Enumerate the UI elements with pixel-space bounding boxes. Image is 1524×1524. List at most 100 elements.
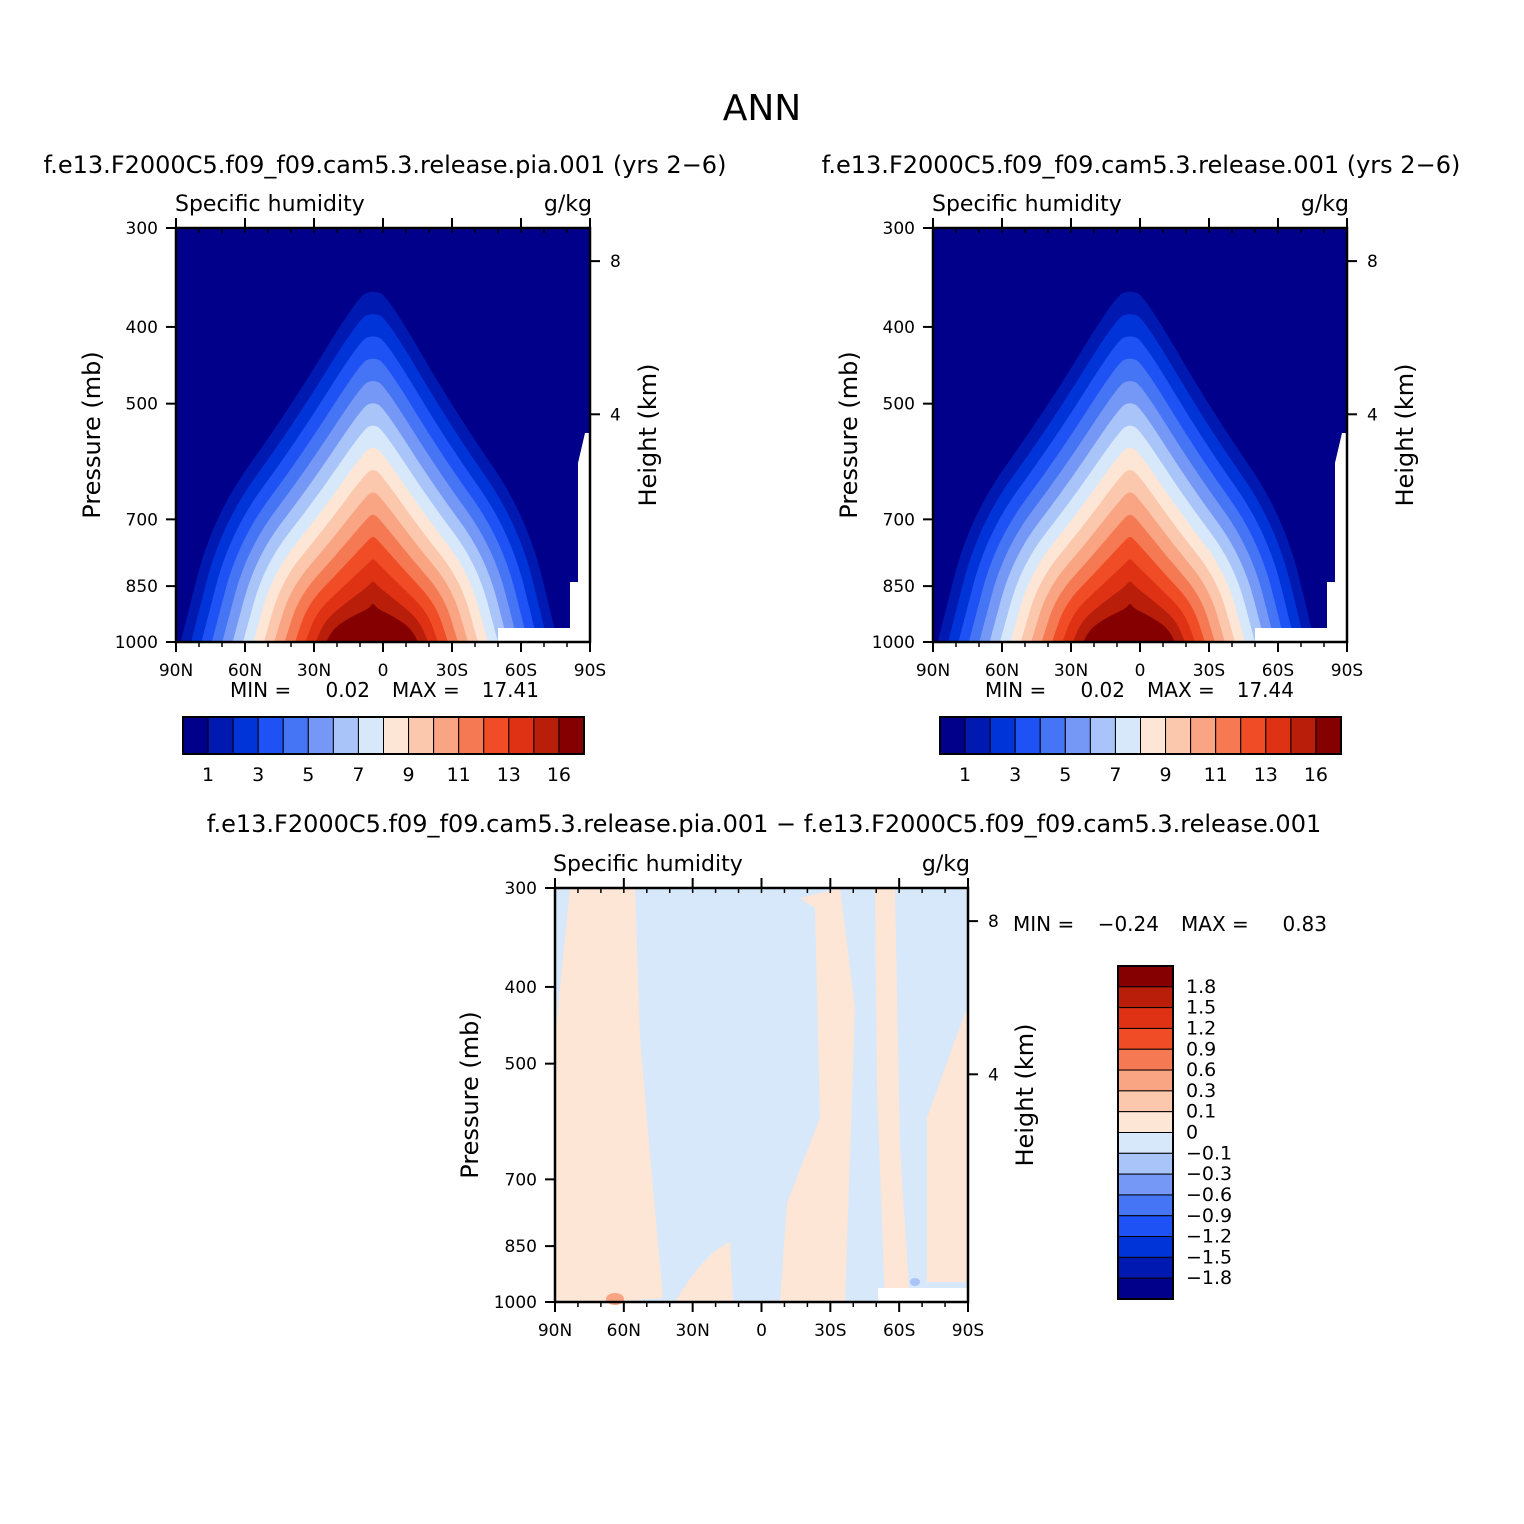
panel-2-colorbar-swatch-15 bbox=[1315, 716, 1342, 755]
panel-1-ytick-label-0: 300 bbox=[126, 219, 158, 239]
panel-3-max-label: MAX = bbox=[1181, 912, 1249, 936]
panel-2-colorbar: 1 3 5 7 9 11 13 16 bbox=[939, 716, 1342, 786]
panel-2-colorbar-swatch-1 bbox=[964, 716, 991, 755]
panel-3-positive-region-4 bbox=[780, 888, 855, 1302]
panel-2-colorbar-swatch-12 bbox=[1240, 716, 1267, 755]
panel-3-axes: 90N 60N 30N 0 30S 60S 90S 300 400 500 700 850 1000 8 4 bbox=[494, 878, 999, 1341]
panel-3-ytick-label-1: 400 bbox=[505, 978, 537, 998]
panel-2-colorbar-swatch-5 bbox=[1064, 716, 1091, 755]
panel-3-colorbar-label-10: −0.6 bbox=[1186, 1184, 1232, 1206]
panel-3-colorbar-swatch-13 bbox=[1117, 1236, 1174, 1258]
panel-2-ytick-label-2: 500 bbox=[883, 395, 915, 415]
panel-2-min-label: MIN = bbox=[985, 678, 1046, 702]
panel-3-xtick-label-6: 90S bbox=[952, 1321, 984, 1341]
panel-2: f.e13.F2000C5.f09_f09.cam5.3.release.001… bbox=[822, 151, 1461, 786]
panel-3-colorbar-outline bbox=[1117, 965, 1174, 1300]
panel-3-missing-region bbox=[878, 1288, 968, 1302]
panel-2-colorbar-swatch-14 bbox=[1290, 716, 1317, 755]
panel-1-colorbar-label-2: 5 bbox=[302, 764, 314, 786]
panel-1-xtick-label-4: 30S bbox=[436, 661, 468, 681]
panel-1-max-value: 17.41 bbox=[482, 678, 539, 702]
panel-3-htick-label-1: 4 bbox=[988, 1065, 999, 1085]
panel-3-colorbar-swatch-6 bbox=[1117, 1090, 1174, 1113]
panel-1-colorbar-swatch-6 bbox=[332, 716, 359, 755]
panel-3-xtick-label-5: 60S bbox=[883, 1321, 915, 1341]
panel-1-ytick-label-2: 500 bbox=[126, 395, 158, 415]
panel-3-ylabel-right: Height (km) bbox=[1011, 1024, 1039, 1167]
panel-2-colorbar-swatch-4 bbox=[1039, 716, 1066, 755]
panel-1-colorbar-swatch-14 bbox=[533, 716, 560, 755]
panel-2-ylabel: Pressure (mb) bbox=[835, 351, 863, 518]
panel-3-colorbar-label-5: 0.3 bbox=[1186, 1080, 1216, 1102]
panel-3-xtick-label-4: 30S bbox=[814, 1321, 846, 1341]
panel-2-colorbar-swatch-7 bbox=[1114, 716, 1141, 755]
panel-2-xtick-label-1: 60N bbox=[985, 661, 1019, 681]
panel-2-colorbar-label-2: 5 bbox=[1059, 764, 1071, 786]
panel-3-colorbar-label-4: 0.6 bbox=[1186, 1059, 1216, 1081]
panel-3-colorbar-swatch-3 bbox=[1117, 1027, 1174, 1050]
panel-3-colorbar-label-0: 1.8 bbox=[1186, 976, 1216, 998]
panel-1-ylabel-right: Height (km) bbox=[634, 364, 662, 507]
panel-1-axes: 90N 60N 30N 0 30S 60S 90S 300 400 500 700 850 1000 8 4 bbox=[115, 218, 621, 681]
panel-2-band-15 bbox=[1083, 603, 1176, 642]
panel-1-colorbar-swatch-7 bbox=[357, 716, 384, 755]
panel-1-colorbar-swatch-12 bbox=[483, 716, 510, 755]
panel-2-max-label: MAX = bbox=[1147, 678, 1215, 702]
panel-2-xtick-label-6: 90S bbox=[1331, 661, 1363, 681]
panel-3-colorbar-label-1: 1.5 bbox=[1186, 997, 1216, 1019]
panel-1-xtick-label-2: 30N bbox=[297, 661, 331, 681]
panel-1-ylabel: Pressure (mb) bbox=[78, 351, 106, 518]
panel-3-colorbar-swatch-12 bbox=[1117, 1215, 1174, 1238]
panel-3-xtick-label-3: 0 bbox=[756, 1321, 767, 1341]
panel-3-htick-label-0: 8 bbox=[988, 912, 999, 932]
panel-1-missing-region bbox=[498, 433, 590, 642]
panel-1-xtick-label-6: 90S bbox=[574, 661, 606, 681]
panel-3-positive-region-6 bbox=[927, 908, 968, 1282]
panel-2-colorbar-label-0: 1 bbox=[959, 764, 971, 786]
panel-2-colorbar-label-1: 3 bbox=[1009, 764, 1021, 786]
panel-3-colorbar-swatch-0 bbox=[1117, 965, 1174, 988]
panel-2-htick-label-0: 8 bbox=[1367, 252, 1378, 272]
panel-2-colorbar-swatch-2 bbox=[989, 716, 1016, 755]
panel-1-colorbar-swatch-0 bbox=[182, 716, 209, 755]
panel-3: f.e13.F2000C5.f09_f09.cam5.3.release.pia… bbox=[207, 810, 1327, 1341]
panel-2-xtick-label-5: 60S bbox=[1262, 661, 1294, 681]
panel-3-colorbar-label-2: 1.2 bbox=[1186, 1017, 1216, 1039]
panel-2-xtick-label-4: 30S bbox=[1193, 661, 1225, 681]
panel-3-positive-region-1 bbox=[555, 888, 663, 1302]
panel-2-colorbar-label-6: 13 bbox=[1254, 764, 1278, 786]
panel-3-colorbar-swatch-14 bbox=[1117, 1256, 1174, 1279]
panel-3-positive-region-3 bbox=[675, 1242, 733, 1302]
panel-2-variable: Specific humidity bbox=[932, 192, 1122, 217]
panel-2-ytick-label-3: 700 bbox=[883, 510, 915, 530]
panel-3-colorbar-label-9: −0.3 bbox=[1186, 1163, 1232, 1185]
panel-1-ytick-label-1: 400 bbox=[126, 318, 158, 338]
panel-1-colorbar-swatch-5 bbox=[307, 716, 334, 755]
panel-1-colorbar-swatch-10 bbox=[433, 716, 460, 755]
panel-3-positive-region-2 bbox=[620, 928, 633, 1128]
panel-3-colorbar-swatch-7 bbox=[1117, 1111, 1174, 1133]
panel-1-min-value: 0.02 bbox=[325, 678, 370, 702]
panel-1-contour-field bbox=[176, 228, 590, 642]
panel-3-colorbar: 1.81.51.20.90.60.30.10−0.1−0.3−0.6−0.9−1… bbox=[1117, 965, 1232, 1300]
panel-3-max-value: 0.83 bbox=[1282, 912, 1327, 936]
panel-2-colorbar-swatch-0 bbox=[939, 716, 966, 755]
panel-2-htick-label-1: 4 bbox=[1367, 405, 1378, 425]
panel-1-colorbar-label-5: 11 bbox=[447, 764, 471, 786]
panel-3-case-title: f.e13.F2000C5.f09_f09.cam5.3.release.pia… bbox=[207, 810, 1322, 838]
panel-3-colorbar-label-12: −1.2 bbox=[1186, 1226, 1232, 1248]
panel-1-xtick-label-1: 60N bbox=[228, 661, 262, 681]
panel-3-colorbar-swatch-10 bbox=[1117, 1173, 1174, 1196]
panel-3-ytick-label-5: 1000 bbox=[494, 1293, 537, 1313]
panel-3-ylabel: Pressure (mb) bbox=[456, 1011, 484, 1178]
panel-2-ytick-label-4: 850 bbox=[883, 577, 915, 597]
panel-1-colorbar-label-7: 16 bbox=[547, 764, 571, 786]
panel-1-htick-label-0: 8 bbox=[610, 252, 621, 272]
panel-1-colorbar-swatch-4 bbox=[282, 716, 309, 755]
panel-3-colorbar-swatch-4 bbox=[1117, 1048, 1174, 1071]
panel-3-local-min bbox=[910, 1278, 920, 1286]
panel-2-units: g/kg bbox=[1301, 192, 1349, 217]
panel-1-colorbar: 1 3 5 7 9 11 13 16 bbox=[182, 716, 585, 786]
panel-1-colorbar-swatch-11 bbox=[458, 716, 485, 755]
panel-1-xtick-label-5: 60S bbox=[505, 661, 537, 681]
